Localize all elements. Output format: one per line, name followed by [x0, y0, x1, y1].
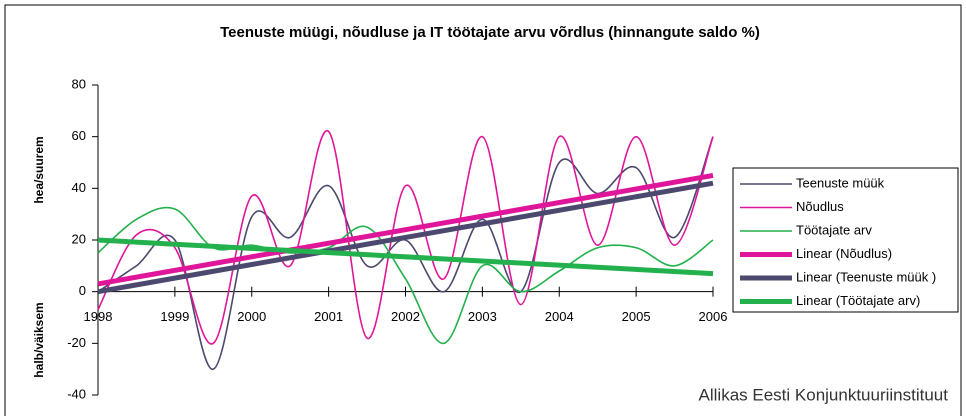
y-tick-label: -20 — [67, 335, 86, 350]
legend-label: Linear (Nõudlus) — [796, 246, 892, 261]
legend-label: Teenuste müük — [796, 175, 885, 190]
series-line — [97, 136, 714, 370]
x-tick-label: 2001 — [314, 309, 343, 324]
y-tick-label: 20 — [72, 231, 86, 246]
legend-label: Töötajate arv — [796, 222, 872, 237]
source-note: Allikas Eesti Konjunktuuriinstituut — [699, 385, 949, 404]
x-tick-label: 2000 — [237, 309, 266, 324]
series-line — [97, 237, 714, 277]
chart-title: Teenuste müügi, nõudluse ja IT töötajate… — [220, 24, 760, 41]
y-tick-label: -40 — [67, 386, 86, 401]
y-label-top: hea/suurem — [32, 136, 46, 203]
y-tick-label: 40 — [72, 180, 86, 195]
legend-box — [732, 167, 959, 313]
legend-label: Linear (Teenuste müük ) — [796, 269, 936, 284]
legend-label: Linear (Töötajate arv) — [796, 293, 920, 308]
x-tick-label: 1999 — [160, 309, 189, 324]
y-label-bottom: halb/väiksem — [32, 302, 46, 377]
x-tick-label: 2002 — [391, 309, 420, 324]
series-line — [97, 206, 714, 345]
x-tick-label: 2003 — [468, 309, 497, 324]
y-tick-label: 80 — [72, 76, 86, 91]
x-tick-label: 2006 — [699, 309, 728, 324]
y-tick-label: 60 — [72, 128, 86, 143]
series-line — [97, 130, 714, 345]
y-tick-label: 0 — [79, 283, 86, 298]
legend-label: Nõudlus — [796, 199, 844, 214]
series-line — [97, 180, 714, 295]
x-tick-label: 1998 — [84, 309, 113, 324]
series-line — [97, 172, 714, 287]
x-tick-label: 2004 — [545, 309, 574, 324]
x-tick-label: 2005 — [622, 309, 651, 324]
